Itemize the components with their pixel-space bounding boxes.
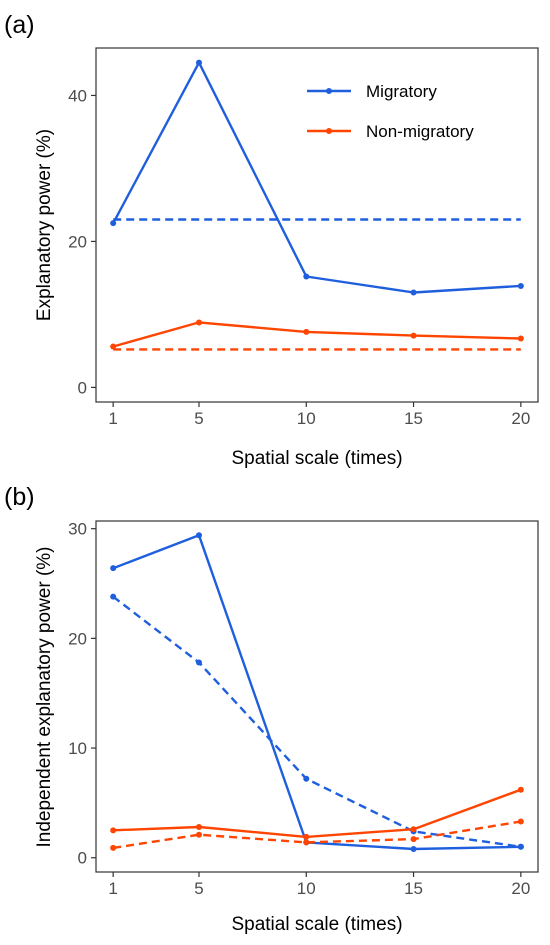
panel-a-series-1-point [410, 332, 417, 339]
panel-b-series-2-line [113, 788, 522, 839]
panel-a-y-tick-label: 20 [68, 232, 87, 251]
panel-b-x-tick-label: 20 [511, 879, 530, 898]
panel-b-series-3-point [303, 839, 310, 846]
panel-a-y-axis-title: Explanatory power (%) [34, 129, 55, 321]
panel-a-y-tick-label: 40 [68, 86, 87, 105]
panel-a-x-tick-label: 5 [194, 409, 203, 428]
legend-migratory-marker [326, 88, 332, 94]
panel-b-y-tick-label: 10 [68, 739, 87, 758]
panel-a-series-0-point [110, 220, 117, 227]
panel-b-series-3-line [113, 820, 521, 850]
panel-a-series-0-point [410, 289, 417, 296]
panel-a-label: (a) [4, 11, 35, 39]
panel-a-legend: Migratory Non-migratory [307, 82, 474, 141]
panel-b-x-tick-label: 5 [194, 879, 203, 898]
panel-b-y-tick-label: 20 [68, 629, 87, 648]
panel-a-series-0-point [303, 273, 310, 280]
panel-a-series-1-point [195, 319, 202, 326]
panel-a-series-1-line [112, 321, 521, 348]
panel-b-series-1-point [303, 775, 310, 782]
panel-b-y-tick-label: 0 [78, 849, 87, 868]
panel-a-x-tick-label: 20 [511, 409, 530, 428]
panel-b-series-3-point [410, 836, 417, 843]
panel-b-label: (b) [4, 483, 35, 511]
panel-b-series-3-point [195, 831, 202, 838]
panel-a-x-tick-label: 15 [404, 409, 423, 428]
panel-b-x-tick-label: 10 [297, 879, 316, 898]
panel-a-plot-frame [95, 47, 539, 403]
legend-non-migratory-label: Non-migratory [366, 122, 474, 141]
panel-b-plot-area [110, 532, 524, 852]
panel-a-series-0-point [517, 282, 524, 289]
panel-b-y-axis-title: Independent explanatory power (%) [34, 546, 55, 847]
panel-a-y-tick-label: 0 [78, 378, 87, 397]
panel-b-series-0-point [195, 532, 202, 539]
panel-b-series-2-point [110, 827, 117, 834]
panel-b-series-1-point [195, 659, 202, 666]
panel-b-y-tick-label: 30 [68, 520, 87, 539]
panel-b-series-3-point [110, 844, 117, 851]
panel-b-series-2-point [303, 833, 310, 840]
panel-a-series-0-point [195, 59, 202, 66]
panel-b: (b) Spatial scale (times) Independent ex… [4, 483, 539, 935]
panel-a-x-tick-label: 1 [108, 409, 117, 428]
panel-b-series-1-line [112, 595, 521, 848]
panel-b-x-tick-label: 1 [108, 879, 117, 898]
panel-b-series-2-point [517, 786, 524, 793]
panel-a-plot-area [110, 59, 524, 351]
panel-a-series-1-point [303, 328, 310, 335]
panel-a-series-1-point [110, 343, 117, 350]
panel-b-x-axis-title: Spatial scale (times) [231, 914, 402, 935]
panel-b-x-tick-label: 15 [404, 879, 423, 898]
legend-migratory-label: Migratory [366, 82, 437, 101]
panel-b-series-3-point [517, 818, 524, 825]
panel-b-series-1-point [110, 593, 117, 600]
panel-b-series-0-point [110, 565, 117, 572]
panel-b-series-0-line [112, 534, 521, 851]
panel-a-series-0-line [112, 61, 521, 294]
panel-b-series-1-point [517, 843, 524, 850]
panel-a-x-axis-title: Spatial scale (times) [231, 448, 402, 469]
panel-b-series-2-point [410, 826, 417, 833]
legend-non-migratory-marker [326, 128, 332, 134]
panel-a-x-tick-label: 10 [297, 409, 316, 428]
panel-a-series-1-point [517, 335, 524, 342]
panel-a: (a) Spatial scale (times) Explanatory po… [4, 11, 539, 469]
panel-b-plot-frame [95, 520, 539, 873]
panel-b-series-2-point [195, 824, 202, 831]
panel-b-series-0-point [410, 845, 417, 852]
